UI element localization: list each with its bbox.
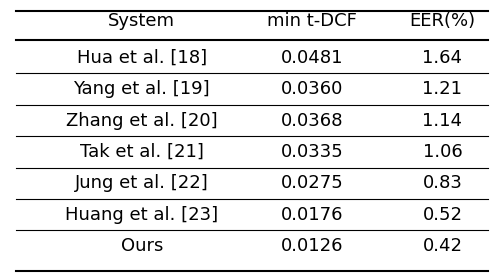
Text: Ours: Ours <box>120 237 163 255</box>
Text: 0.42: 0.42 <box>422 237 463 255</box>
Text: 1.14: 1.14 <box>422 111 463 130</box>
Text: Hua et al. [18]: Hua et al. [18] <box>77 49 207 67</box>
Text: min t-DCF: min t-DCF <box>267 12 357 30</box>
Text: EER(%): EER(%) <box>409 12 476 30</box>
Text: 0.0360: 0.0360 <box>281 80 343 98</box>
Text: 0.0176: 0.0176 <box>281 206 343 224</box>
Text: 0.0335: 0.0335 <box>281 143 344 161</box>
Text: 0.0275: 0.0275 <box>281 174 344 192</box>
Text: 0.0126: 0.0126 <box>281 237 343 255</box>
Text: Jung et al. [22]: Jung et al. [22] <box>75 174 209 192</box>
Text: System: System <box>108 12 175 30</box>
Text: Zhang et al. [20]: Zhang et al. [20] <box>66 111 218 130</box>
Text: 0.0368: 0.0368 <box>281 111 343 130</box>
Text: 0.52: 0.52 <box>422 206 463 224</box>
Text: 0.0481: 0.0481 <box>281 49 343 67</box>
Text: Yang et al. [19]: Yang et al. [19] <box>74 80 210 98</box>
Text: 1.21: 1.21 <box>422 80 463 98</box>
Text: Huang et al. [23]: Huang et al. [23] <box>65 206 218 224</box>
Text: 1.06: 1.06 <box>422 143 462 161</box>
Text: 1.64: 1.64 <box>422 49 463 67</box>
Text: Tak et al. [21]: Tak et al. [21] <box>80 143 204 161</box>
Text: 0.83: 0.83 <box>422 174 462 192</box>
